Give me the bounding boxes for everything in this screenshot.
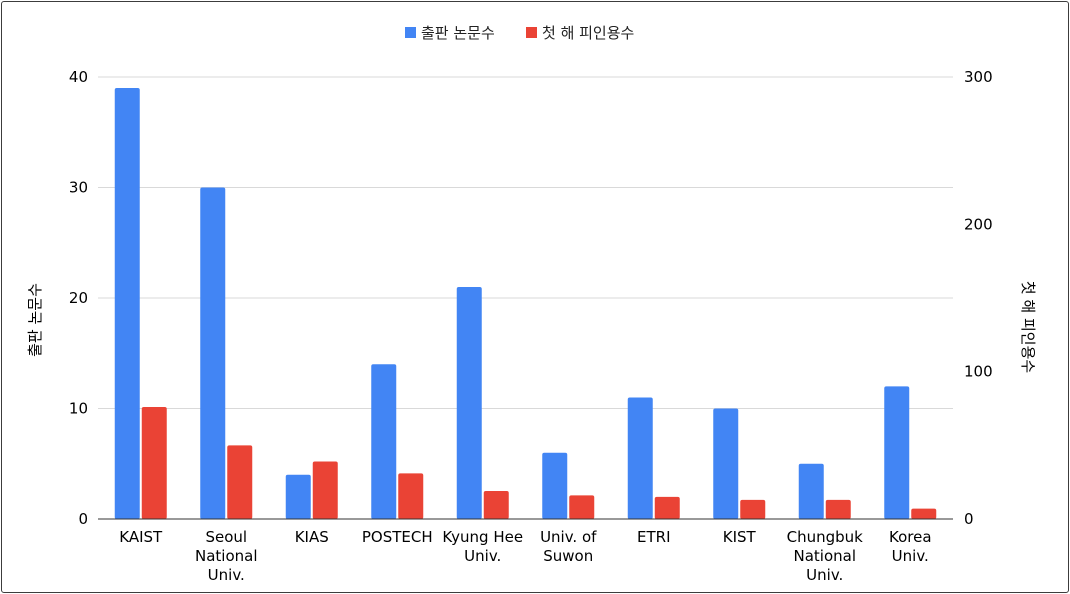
bar-citations — [740, 499, 766, 519]
category-label: Chungbuk National Univ. — [787, 528, 864, 584]
right-tick-label: 300 — [964, 68, 993, 86]
category-label-line: Chungbuk — [787, 528, 864, 546]
bar-citations — [483, 491, 509, 519]
bar-papers — [798, 463, 824, 519]
right-tick-label: 200 — [964, 215, 993, 233]
legend: 출판 논문수 첫 해 피인용수 — [405, 24, 634, 42]
bar-papers — [542, 452, 568, 519]
category-label-line: National — [793, 547, 856, 565]
bar-citations — [312, 461, 338, 519]
category-label-line: KAIST — [119, 528, 163, 546]
category-label-line: Univ. of — [540, 528, 597, 546]
bar-citations — [227, 445, 253, 519]
category-label: POSTECH — [362, 528, 433, 546]
gridlines — [98, 76, 953, 409]
bar-papers — [456, 286, 482, 519]
left-axis-title: 출판 논문수 — [26, 283, 44, 357]
category-label-line: Univ. — [464, 547, 501, 565]
category-label-line: Univ. — [208, 566, 245, 584]
right-tick-label: 0 — [964, 510, 974, 528]
bars — [114, 88, 937, 520]
category-label-line: POSTECH — [362, 528, 433, 546]
left-tick-label: 0 — [78, 510, 88, 528]
left-axis-ticks: 0 10 20 30 40 — [69, 68, 88, 528]
bar-papers — [627, 397, 653, 519]
category-label: Seoul National Univ. — [195, 528, 258, 584]
category-label: Kyung Hee Univ. — [442, 528, 523, 565]
bar-papers — [371, 364, 397, 519]
bar-citations — [911, 508, 937, 519]
legend-swatch-papers — [405, 27, 416, 38]
bar-citations — [825, 499, 851, 519]
category-label: KIAS — [295, 528, 329, 546]
legend-label-citations: 첫 해 피인용수 — [542, 24, 634, 42]
bar-citations — [569, 495, 595, 519]
right-tick-label: 100 — [964, 363, 993, 381]
category-label-line: Korea — [889, 528, 932, 546]
bar-papers — [884, 386, 910, 519]
category-label: KIST — [723, 528, 757, 546]
category-label-line: Seoul — [205, 528, 247, 546]
left-tick-label: 30 — [69, 179, 88, 197]
category-label-line: ETRI — [637, 528, 671, 546]
bar-papers — [114, 88, 140, 520]
category-label-line: National — [195, 547, 258, 565]
bar-papers — [200, 187, 226, 519]
left-tick-label: 40 — [69, 68, 88, 86]
category-label-line: Univ. — [806, 566, 843, 584]
bar-citations — [141, 407, 167, 519]
right-axis-title: 첫 해 피인용수 — [1019, 281, 1037, 373]
legend-swatch-citations — [526, 27, 537, 38]
bar-citations — [654, 496, 680, 519]
category-label-line: KIAS — [295, 528, 329, 546]
category-label: Korea Univ. — [889, 528, 932, 565]
bar-papers — [713, 408, 739, 519]
category-label: Univ. of Suwon — [540, 528, 597, 565]
category-label-line: Kyung Hee — [442, 528, 523, 546]
legend-label-papers: 출판 논문수 — [421, 24, 495, 42]
left-tick-label: 20 — [69, 289, 88, 307]
bar-citations — [398, 473, 424, 519]
category-label-line: KIST — [723, 528, 757, 546]
right-axis-ticks: 0 100 200 300 — [964, 68, 993, 528]
category-label-line: Suwon — [543, 547, 593, 565]
category-label: ETRI — [637, 528, 671, 546]
category-labels: KAIST Seoul National Univ.KIAS POSTECH Kyung … — [119, 528, 931, 584]
left-tick-label: 10 — [69, 400, 88, 418]
category-label: KAIST — [119, 528, 163, 546]
category-label-line: Univ. — [892, 547, 929, 565]
bar-papers — [285, 474, 311, 519]
